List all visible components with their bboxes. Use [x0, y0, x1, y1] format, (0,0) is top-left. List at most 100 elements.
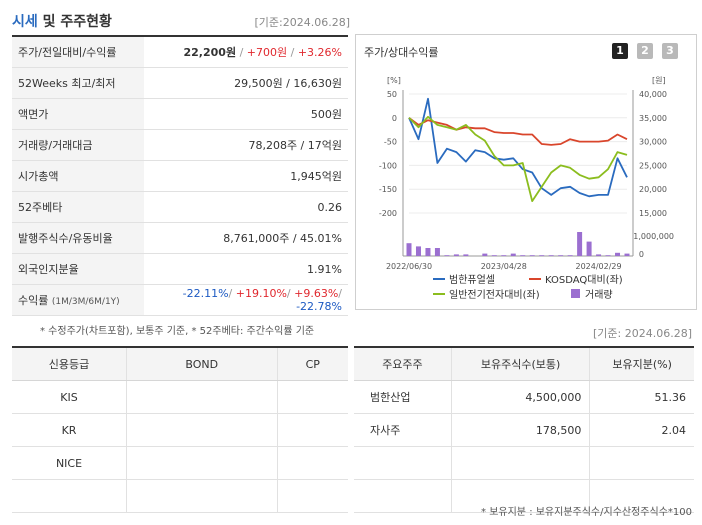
volume-bar — [586, 241, 592, 256]
left-tick-label: 0 — [392, 114, 397, 123]
chart-page-3-button[interactable]: 3 — [662, 43, 678, 59]
holder-shares: 4,500,000 — [451, 380, 591, 414]
return-3m: +19.10% — [235, 287, 287, 300]
legend-label: KOSDAQ대비(좌) — [545, 274, 623, 286]
page-title: 시세 및 주주현황 — [12, 11, 112, 31]
series-line — [408, 115, 628, 203]
holder-name — [354, 479, 452, 513]
metric-label: 외국인지분율 — [12, 253, 144, 285]
volume-bar — [501, 255, 507, 256]
volume-bar — [529, 255, 535, 256]
right-tick-label: 30,000 — [639, 138, 667, 147]
metric-row-52weeks: 52Weeks 최고/최저 29,500원 / 16,630원 — [12, 67, 348, 99]
metric-row-volume: 거래량/거래대금 78,208주 / 17억원 — [12, 129, 348, 161]
holder-stake — [589, 446, 694, 480]
title-rest: 및 주주현황 — [37, 14, 112, 30]
metric-value: 8,761,000주 / 45.01% — [144, 222, 348, 254]
legend-swatch — [571, 289, 580, 298]
volume-bar — [558, 255, 564, 256]
chart-title: 주가/상대수익률 — [364, 46, 439, 59]
chart-page-1-button[interactable]: 1 — [612, 43, 628, 59]
volume-tick-label: 1,000,000 — [633, 232, 674, 241]
metric-value: 500원 — [144, 98, 348, 130]
legend-label: 일반전기전자대비(좌) — [449, 289, 540, 301]
holder-stake: 2.04 — [589, 413, 694, 447]
col-header: BOND — [126, 346, 278, 381]
metric-label: 발행주식수/유동비율 — [12, 222, 144, 254]
col-header: 주요주주 — [354, 346, 452, 381]
holder-shares: 178,500 — [451, 413, 591, 447]
left-tick-label: -100 — [379, 161, 397, 170]
holder-stake — [589, 479, 694, 513]
table-row — [354, 479, 694, 513]
holder-name: 자사주 — [354, 413, 452, 447]
credit-header-row: 신용등급 BOND CP — [12, 346, 348, 381]
reference-date: [기준:2024.06.28] — [254, 16, 350, 29]
volume-bar — [548, 255, 554, 256]
volume-bar — [596, 254, 602, 256]
credit-rating-table: 신용등급 BOND CP KIS KR NICE — [12, 346, 348, 513]
returns-period: (1M/3M/6M/1Y) — [51, 297, 120, 307]
major-shareholders-table: 주요주주 보유주식수(보통) 보유지분(%) 범한산업 4,500,000 51… — [354, 346, 694, 513]
volume-bar — [482, 253, 488, 256]
metric-label: 거래량/거래대금 — [12, 129, 144, 161]
x-tick-label: 2022/06/30 — [386, 262, 432, 271]
right-tick-label: 25,000 — [639, 161, 667, 170]
table-row: 범한산업 4,500,000 51.36 — [354, 380, 694, 414]
metric-value: 29,500원 / 16,630원 — [144, 67, 348, 99]
cp-cell — [277, 446, 348, 480]
right-tick-label: 20,000 — [639, 185, 667, 194]
left-tick-label: 50 — [387, 90, 397, 99]
bond-cell — [126, 446, 278, 480]
series-line — [408, 117, 628, 146]
table-row: KIS — [12, 380, 348, 414]
volume-bar — [577, 232, 583, 256]
volume-bar — [434, 248, 440, 256]
volume-bar — [539, 255, 545, 256]
metric-row-foreign: 외국인지분율 1.91% — [12, 253, 348, 285]
metric-row-beta: 52주베타 0.26 — [12, 191, 348, 223]
holder-shares — [451, 479, 591, 513]
metric-value: 78,208주 / 17억원 — [144, 129, 348, 161]
volume-bar — [605, 255, 611, 256]
metric-row-market-cap: 시가총액 1,945억원 — [12, 160, 348, 192]
footnote-right: * 보유지분 : 보유지분주식수/지수산정주식수*100 — [481, 507, 692, 518]
col-header: 신용등급 — [12, 346, 127, 381]
series-line — [408, 97, 628, 198]
col-header: 보유지분(%) — [589, 346, 694, 381]
metric-value: 22,200원 / +700원 / +3.26% — [144, 37, 348, 68]
holder-name — [354, 446, 452, 480]
legend-label: 거래량 — [585, 289, 613, 301]
returns-label: 수익률 — [18, 294, 49, 307]
volume-bar — [444, 255, 450, 256]
chart-panel — [355, 34, 697, 310]
holder-name: 범한산업 — [354, 380, 452, 414]
legend-label: 범한퓨얼셀 — [449, 274, 495, 286]
footnote-left: * 수정주가(차트포함), 보통주 기준, * 52주베타: 주간수익률 기준 — [40, 326, 315, 337]
current-price: 22,200원 — [183, 46, 237, 59]
metric-value: 0.26 — [144, 191, 348, 223]
metric-row-shares: 발행주식수/유동비율 8,761,000주 / 45.01% — [12, 222, 348, 254]
holder-stake: 51.36 — [589, 380, 694, 414]
chart-page-2-button[interactable]: 2 — [637, 43, 653, 59]
metric-label: 52주베타 — [12, 191, 144, 223]
table-row — [12, 479, 348, 513]
right-tick-label: 15,000 — [639, 209, 667, 218]
table-row: KR — [12, 413, 348, 447]
price-change: +700원 — [246, 46, 288, 59]
agency-cell: KIS — [12, 380, 127, 414]
metric-label: 액면가 — [12, 98, 144, 130]
left-axis-unit: [%] — [387, 76, 401, 85]
table-row — [354, 446, 694, 480]
left-tick-label: -150 — [379, 185, 397, 194]
metric-label: 주가/전일대비/수익률 — [12, 37, 144, 68]
metric-row-par-value: 액면가 500원 — [12, 98, 348, 130]
right-axis-unit: [원] — [652, 76, 666, 85]
x-tick-label: 2024/02/29 — [576, 262, 622, 271]
metric-label: 시가총액 — [12, 160, 144, 192]
cp-cell — [277, 479, 348, 513]
volume-bar — [615, 252, 621, 256]
right-tick-label: 35,000 — [639, 114, 667, 123]
col-header: 보유주식수(보통) — [451, 346, 591, 381]
return-1y: -22.78% — [296, 300, 342, 313]
